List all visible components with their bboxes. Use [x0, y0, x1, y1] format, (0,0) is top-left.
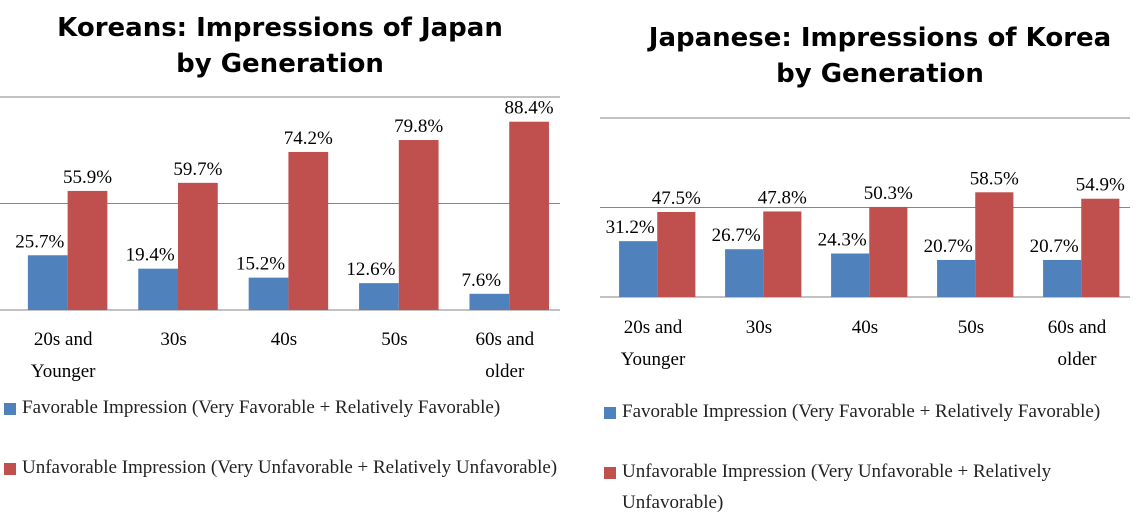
- chart-title: Japanese: Impressions of Korea by Genera…: [648, 23, 1112, 89]
- x-tick-label: 30s: [160, 329, 187, 350]
- data-label: 15.2%: [236, 254, 285, 275]
- plot: 25.7% 55.9% 19.4% 59.7% 15.2% 74.2% 12.6% 79.8%…: [0, 96, 560, 311]
- legend-label: Favorable Impression (Very Favorable + R…: [22, 397, 501, 418]
- x-tick-label: 40s: [270, 329, 298, 350]
- legend-item: Unfavorable Impression (Very Unfavorable…: [600, 456, 1142, 518]
- data-label: 50.3%: [864, 183, 913, 204]
- bar: [27, 255, 68, 310]
- legend-swatch: [604, 407, 616, 419]
- bar: [937, 259, 976, 297]
- bar: [178, 182, 218, 310]
- data-label: 24.3%: [818, 230, 867, 251]
- bar: [138, 268, 179, 310]
- data-label: 25.7%: [15, 231, 64, 252]
- data-label: 12.6%: [346, 259, 395, 280]
- x-tick-label: 50s: [957, 317, 985, 338]
- bar: [509, 121, 549, 310]
- x-tick-label: 20s and Younger: [620, 317, 686, 370]
- bar: [1081, 198, 1120, 297]
- x-tick-label: 20s and Younger: [30, 329, 96, 382]
- bar: [657, 211, 696, 297]
- legend-label: Unfavorable Impression (Very Unfavorable…: [22, 457, 558, 478]
- bar: [831, 253, 870, 297]
- bar: [763, 211, 802, 297]
- data-label: 31.2%: [606, 217, 655, 238]
- bar: [67, 190, 108, 310]
- legend-item: Favorable Impression (Very Favorable + R…: [600, 396, 1142, 427]
- data-label: 88.4%: [505, 98, 554, 119]
- data-label: 26.7%: [712, 225, 761, 246]
- legend-swatch: [4, 463, 16, 475]
- legend-label: Favorable Impression (Very Favorable + R…: [622, 401, 1101, 422]
- data-label: 79.8%: [394, 116, 443, 137]
- x-tick-label: 50s: [381, 329, 408, 350]
- x-tick-label: 60s and older: [475, 329, 535, 382]
- bar: [619, 241, 658, 297]
- bar: [469, 293, 510, 310]
- bar: [975, 192, 1014, 297]
- bar: [248, 277, 289, 310]
- legend-swatch: [604, 467, 616, 479]
- data-label: 58.5%: [970, 168, 1019, 189]
- bar: [1043, 259, 1082, 297]
- plot: 31.2% 47.5% 26.7% 47.8% 24.3% 50.3% 20.7% 58.5%…: [600, 117, 1130, 298]
- bar: [359, 283, 399, 310]
- data-label: 7.6%: [462, 270, 502, 291]
- legend-item: Unfavorable Impression (Very Unfavorable…: [0, 452, 560, 483]
- data-label: 55.9%: [63, 167, 112, 188]
- bar: [725, 249, 764, 297]
- data-label: 19.4%: [126, 245, 175, 266]
- data-label: 59.7%: [173, 159, 222, 180]
- data-label: 54.9%: [1076, 175, 1125, 196]
- x-tick-label: 60s and older: [1047, 317, 1107, 370]
- bar: [288, 151, 329, 310]
- bar: [869, 206, 908, 297]
- data-label: 47.8%: [758, 187, 807, 208]
- data-label: 74.2%: [284, 128, 333, 149]
- chart-title: Koreans: Impressions of Japan by Generat…: [57, 13, 503, 79]
- data-label: 20.7%: [924, 236, 973, 257]
- data-label: 20.7%: [1030, 236, 1079, 257]
- data-label: 47.5%: [652, 188, 701, 209]
- legend-swatch: [4, 403, 16, 415]
- x-tick-label: 40s: [851, 317, 879, 338]
- x-tick-label: 30s: [745, 317, 773, 338]
- bar: [398, 140, 439, 310]
- legend-label: Unfavorable Impression (Very Unfavorable…: [622, 461, 1052, 513]
- legend-item: Favorable Impression (Very Favorable + R…: [0, 392, 560, 423]
